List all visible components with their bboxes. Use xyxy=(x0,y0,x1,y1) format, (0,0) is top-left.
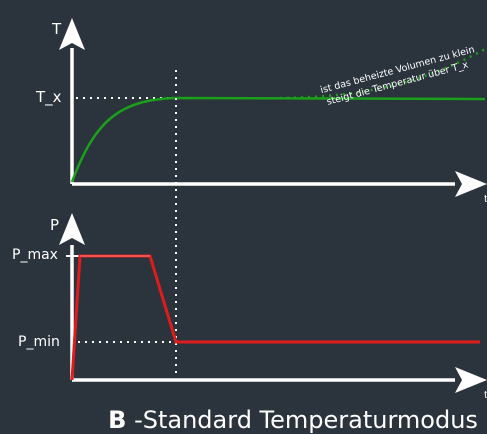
temperature-overshoot-curve xyxy=(279,46,487,100)
t-x-label: T_x xyxy=(35,88,62,107)
top-x-axis-label: t xyxy=(484,194,487,205)
p-max-label: P_max xyxy=(12,247,58,263)
bottom-y-axis-arrowhead xyxy=(59,213,85,245)
caption: B -Standard Temperaturmodus xyxy=(70,406,487,434)
bottom-y-axis-label: P xyxy=(50,216,59,234)
temperature-curve xyxy=(70,96,486,183)
power-curve xyxy=(70,254,480,381)
p-min-label: P_min xyxy=(18,334,60,350)
caption-title: -Standard Temperaturmodus xyxy=(126,406,477,434)
top-x-axis-arrowhead xyxy=(455,171,487,197)
bottom-x-axis-arrowhead xyxy=(455,367,487,393)
top-y-axis-arrowhead xyxy=(59,18,85,50)
bottom-x-axis-label: t xyxy=(484,390,487,401)
caption-prefix: B xyxy=(108,406,126,434)
top-y-axis-label: T xyxy=(51,20,62,38)
